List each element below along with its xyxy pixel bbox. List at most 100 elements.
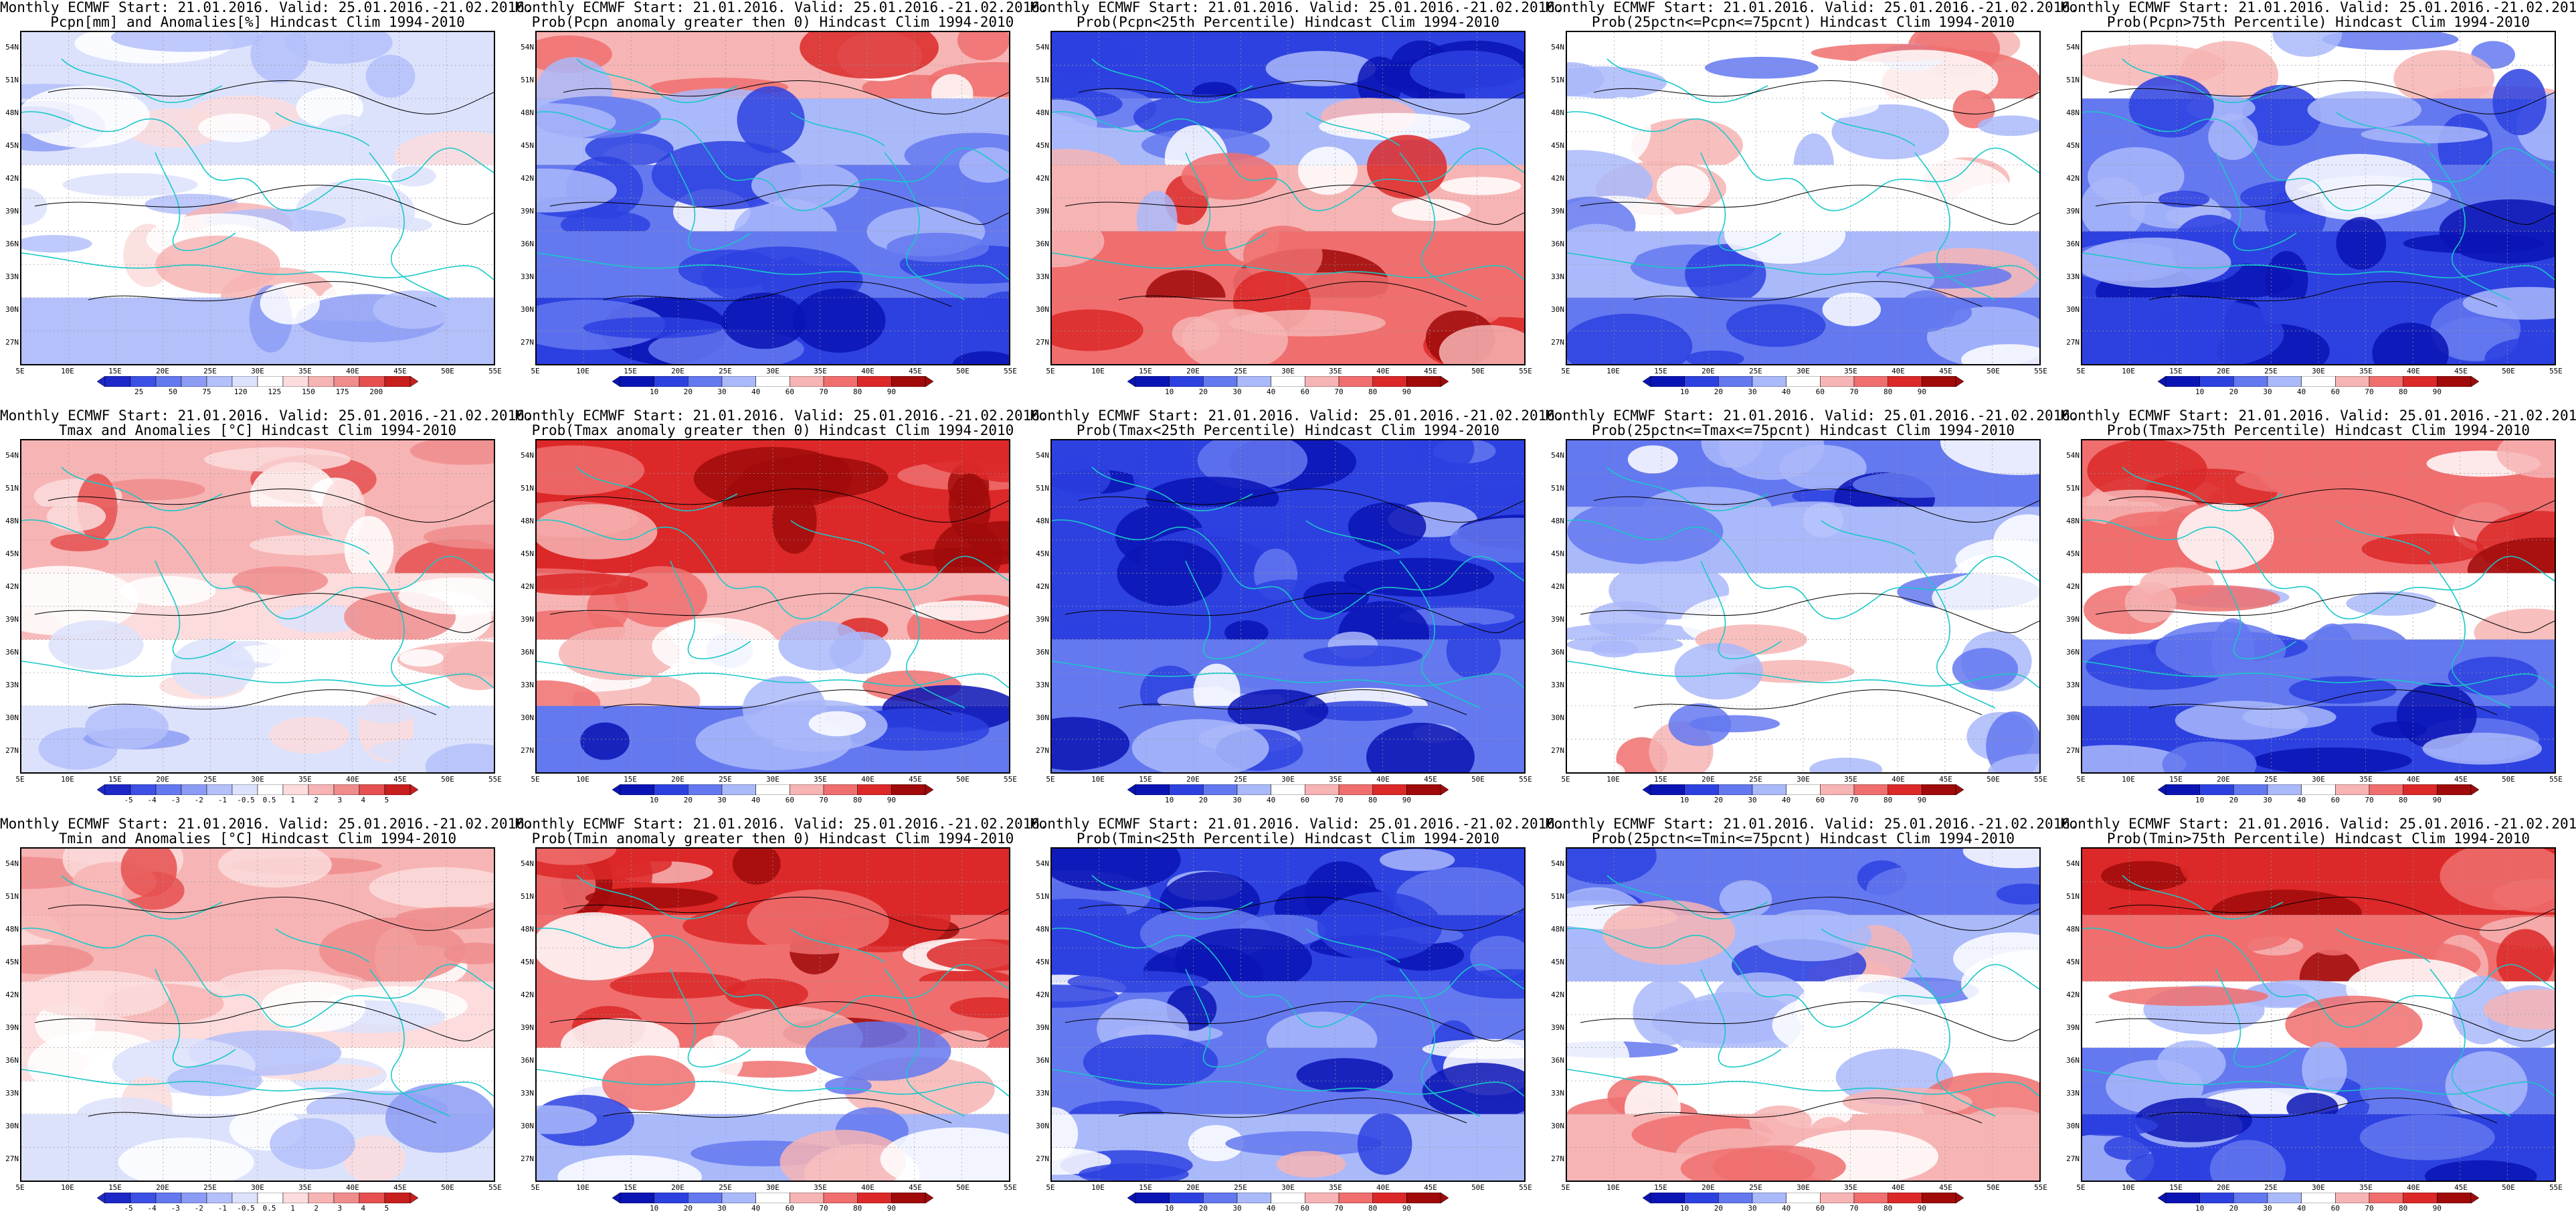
latitude-label: 27N: [5, 338, 19, 347]
colorbar-swatch: [620, 784, 654, 796]
latitude-label: 45N: [1036, 141, 1049, 150]
field-patch: [1225, 1131, 1382, 1156]
colorbar: [1127, 1192, 1449, 1204]
colorbar-end-arrow: [1955, 784, 1964, 796]
colorbar-tick-label: 90: [887, 387, 896, 396]
colorbar-tick-label: 40: [751, 1204, 761, 1213]
colorbar-tick-label: 50: [168, 387, 177, 396]
field-patch: [269, 717, 350, 754]
latitude-label: 54N: [1551, 451, 1564, 460]
longitude-label: 50E: [2502, 1183, 2515, 1192]
latitude-label: 27N: [2066, 338, 2080, 347]
colorbar-swatch: [721, 784, 756, 796]
latitude-label: 42N: [521, 582, 534, 591]
colorbar-tick-label: 3: [337, 1204, 343, 1213]
contour-line: [2108, 897, 2555, 931]
colorbar-end-arrow: [612, 1192, 621, 1204]
colorbar-tick-label: -2: [194, 1204, 203, 1213]
longitude-label: 30E: [2312, 367, 2325, 375]
longitude-label: 45E: [393, 367, 407, 375]
field-patch: [2082, 238, 2231, 288]
contour-line: [603, 281, 952, 307]
longitude-label: 20E: [156, 1183, 169, 1192]
colorbar-end-arrow: [96, 784, 106, 796]
map-field: [537, 32, 1009, 364]
coastline: [1606, 466, 1768, 511]
latitude-label: 45N: [521, 141, 534, 150]
colorbar-tick-label: 80: [1368, 387, 1378, 396]
colorbar-labels: 10 20 30 40 60 70 80 90: [1127, 796, 1449, 805]
field-patch: [1704, 56, 1819, 79]
field-patch: [1627, 445, 1678, 474]
field-patch: [2393, 50, 2495, 106]
colorbar-swatch: [308, 375, 335, 387]
contour-line: [34, 593, 494, 633]
panel-title-line1: Monthly ECMWF Start: 21.01.2016. Valid: …: [1030, 816, 1564, 832]
longitude-label: 5E: [531, 775, 540, 784]
field-patch: [1842, 1088, 1972, 1117]
colorbar-tick-label: 40: [1267, 387, 1276, 396]
field-patch: [1348, 502, 1427, 551]
field-patch: [557, 1155, 703, 1181]
field-patch: [725, 978, 808, 1010]
longitude-label: 35E: [1844, 367, 1857, 375]
field-patch: [1680, 1148, 1815, 1181]
field-patch: [260, 282, 320, 325]
latitude-label: 30N: [1551, 305, 1564, 314]
latitude-label: 36N: [5, 240, 19, 248]
colorbar-tick-label: 2: [314, 796, 318, 804]
coastline: [2336, 112, 2431, 147]
latitude-label: 36N: [1551, 240, 1564, 248]
colorbar-end-arrow: [1440, 375, 1449, 387]
longitude-label: 55E: [1519, 775, 1532, 784]
latitude-label: 51N: [1551, 484, 1564, 493]
colorbar-swatch: [654, 375, 688, 387]
colorbar-end-arrow: [1440, 784, 1449, 796]
colorbar-swatch: [104, 1192, 131, 1204]
longitude-label: 30E: [1281, 367, 1295, 375]
colorbar-tick-label: 40: [1782, 796, 1791, 804]
forecast-map: [2081, 31, 2556, 365]
colorbar-swatch: [721, 375, 756, 387]
colorbar-swatch: [1718, 784, 1753, 796]
colorbar-labels: 10 20 30 40 60 70 80 90: [612, 796, 933, 805]
field-patch: [167, 1064, 262, 1097]
field-patch: [793, 288, 886, 353]
coastline: [1567, 1069, 2039, 1097]
colorbar-swatch: [2301, 375, 2336, 387]
colorbar-tick-label: 60: [785, 1204, 794, 1213]
colorbar-swatch: [1786, 1192, 1821, 1204]
contour-line: [2148, 1098, 2498, 1124]
latitude-label: 27N: [521, 1154, 534, 1163]
field-patch: [747, 889, 889, 955]
coastline: [2336, 520, 2431, 555]
longitude-label: 35E: [1844, 775, 1857, 784]
latitude-label: 33N: [2066, 681, 2080, 689]
longitude-label: 30E: [766, 1183, 779, 1192]
coastline: [275, 112, 370, 147]
field-patch: [652, 617, 778, 675]
colorbar-tick-label: 30: [717, 387, 727, 396]
field-patch: [1133, 94, 1273, 141]
field-patch: [1567, 849, 1657, 885]
colorbar-labels: 10 20 30 40 60 70 80 90: [2158, 387, 2479, 397]
longitude-label: 25E: [1234, 1183, 1247, 1192]
field-patch: [409, 440, 494, 465]
latitude-label: 51N: [2066, 484, 2080, 493]
field-patch: [1890, 628, 1962, 683]
longitude-label: 5E: [1561, 1183, 1570, 1192]
map-field: [21, 849, 494, 1181]
colorbar-swatch: [2165, 784, 2200, 796]
colorbar-end-arrow: [1127, 1192, 1136, 1204]
field-patch: [1588, 601, 1667, 636]
latitude-label: 33N: [1551, 1089, 1564, 1098]
field-patch: [2336, 217, 2387, 270]
contour-line: [563, 897, 1009, 931]
colorbar-tick-label: 90: [1402, 796, 1411, 804]
latitude-label: 39N: [521, 207, 534, 215]
colorbar-labels: 10 20 30 40 60 70 80 90: [2158, 796, 2479, 805]
colorbar-labels: 10 20 30 40 60 70 80 90: [1127, 1204, 1449, 1213]
field-patch: [1852, 345, 1912, 364]
field-patch: [46, 501, 106, 531]
latitude-label: 39N: [1036, 207, 1049, 215]
